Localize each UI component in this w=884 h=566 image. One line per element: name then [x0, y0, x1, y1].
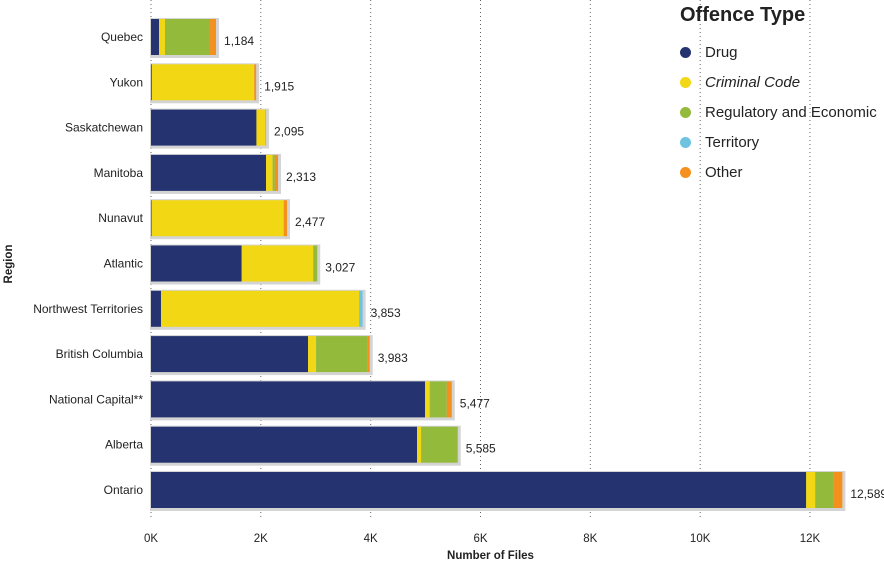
category-label: British Columbia [56, 347, 144, 361]
category-label: Atlantic [104, 257, 143, 271]
category-label: Manitoba [94, 166, 144, 180]
x-tick-label: 4K [364, 533, 378, 545]
legend-label: Other [705, 163, 743, 181]
bar-segment-criminal-code [241, 245, 314, 282]
legend-item: Criminal Code [680, 67, 877, 97]
legend: Offence Type Drug Criminal Code Regulatory… [680, 4, 877, 187]
bar-segment-criminal-code [151, 200, 284, 237]
bar-segment-drug [151, 19, 160, 55]
data-label: 3,027 [325, 261, 355, 275]
bar-segment-other [833, 472, 843, 508]
bar-segment-other [274, 154, 279, 191]
bar-segment-other [446, 381, 452, 418]
x-tick-label: 2K [254, 533, 268, 545]
bar-segment-drug [151, 245, 242, 282]
category-label: Alberta [105, 438, 143, 452]
bar-segment-criminal-code [160, 290, 360, 327]
data-label: 5,585 [466, 442, 496, 456]
legend-label: Criminal Code [705, 73, 801, 91]
bar-segment-other [254, 64, 257, 101]
legend-swatch-icon [680, 76, 691, 88]
bar-segment-regulatory-and-economic [815, 472, 834, 508]
category-label: Saskatchewan [65, 121, 143, 135]
data-label: 2,477 [295, 215, 325, 229]
bar-segment-drug [151, 109, 257, 146]
bar-segment-regulatory-and-economic [272, 154, 275, 191]
data-label: 12,589 [850, 487, 884, 501]
bar-segment-drug [151, 154, 267, 191]
bar-segment-regulatory-and-economic [165, 19, 211, 55]
bar-segment-other [367, 336, 370, 373]
bar-segment-other [265, 109, 267, 146]
data-label: 3,853 [371, 306, 401, 320]
x-tick-label: 0K [144, 533, 158, 545]
bar-segment-regulatory-and-economic [429, 381, 447, 418]
legend-label: Drug [705, 43, 738, 61]
bar-segment-drug [151, 200, 152, 237]
legend-swatch-icon [680, 106, 691, 118]
bar-segment-drug [151, 472, 807, 508]
category-label: Quebec [101, 30, 143, 44]
legend-label: Regulatory and Economic [705, 103, 877, 121]
bar-segment-criminal-code [151, 64, 255, 101]
category-label: Nunavut [98, 211, 143, 225]
bar-segment-criminal-code [256, 109, 266, 146]
data-label: 2,095 [274, 125, 304, 139]
x-tick-label: 10K [690, 533, 711, 545]
legend-label: Territory [705, 133, 760, 151]
bar-segment-criminal-code [417, 426, 422, 463]
x-tick-label: 12K [800, 533, 821, 545]
bar-segment-drug [151, 426, 418, 463]
bar-segment-criminal-code [159, 19, 166, 55]
category-label: Northwest Territories [33, 302, 143, 316]
bar-segment-drug [151, 64, 152, 101]
bar-segment-regulatory-and-economic [421, 426, 458, 463]
data-label: 1,915 [264, 79, 294, 93]
category-label: Yukon [110, 75, 143, 89]
bar-segment-criminal-code [425, 381, 430, 418]
bar-segment-other [283, 200, 288, 237]
x-tick-label: 8K [583, 533, 597, 545]
bar-segment-other [210, 19, 217, 55]
legend-swatch-icon [680, 46, 691, 58]
bar-segment-drug [151, 336, 309, 373]
legend-swatch-icon [680, 136, 691, 148]
data-label: 1,184 [224, 34, 254, 48]
bar-segment-criminal-code [806, 472, 816, 508]
y-axis-title: Region [3, 245, 15, 284]
legend-item: Other [680, 157, 877, 187]
data-label: 2,313 [286, 170, 316, 184]
bar-segment-criminal-code [266, 154, 273, 191]
bar-segment-territory [359, 290, 363, 327]
bar-segment-regulatory-and-economic [316, 336, 368, 373]
x-tick-label: 6K [473, 533, 487, 545]
legend-swatch-icon [680, 166, 691, 178]
data-label: 3,983 [378, 351, 408, 365]
bar-segment-criminal-code [308, 336, 317, 373]
legend-item: Regulatory and Economic [680, 97, 877, 127]
bar-segment-drug [151, 381, 426, 418]
bar-segment-regulatory-and-economic [313, 245, 318, 282]
legend-title: Offence Type [680, 4, 806, 26]
data-label: 5,477 [460, 396, 490, 410]
x-axis-title: Number of Files [447, 550, 534, 562]
legend-item: Territory [680, 127, 877, 157]
category-label: Ontario [104, 483, 144, 497]
bar-segment-drug [151, 290, 161, 327]
category-label: National Capital** [49, 392, 143, 406]
legend-item: Drug [680, 37, 877, 67]
